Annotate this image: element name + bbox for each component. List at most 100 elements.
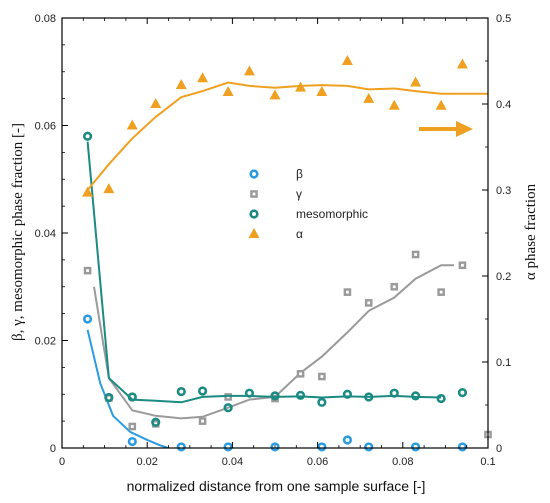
y-left-tick-label: 0 <box>50 443 56 455</box>
data-point-11 <box>342 389 353 399</box>
square-marker-center <box>439 290 443 294</box>
series-3-fit-line <box>86 141 442 404</box>
square-marker-center <box>107 396 111 400</box>
data-point-3 <box>223 442 233 452</box>
data-point-7 <box>296 370 305 378</box>
data-point-14 <box>458 261 467 270</box>
plot-frame <box>61 17 489 449</box>
data-point-2 <box>128 422 137 431</box>
x-tick-label: 0 <box>59 456 65 468</box>
data-point-2 <box>127 392 137 402</box>
square-marker-center <box>320 375 324 378</box>
series-4 <box>82 55 488 197</box>
data-point-6 <box>342 435 353 445</box>
data-point-6 <box>222 85 234 96</box>
data-point-4 <box>176 386 186 397</box>
data-point-3 <box>150 98 162 108</box>
data-point-5 <box>224 393 232 401</box>
data-point-11 <box>341 55 353 65</box>
square-marker-center <box>86 269 89 273</box>
y-left-tick-label: 0.08 <box>35 13 56 25</box>
data-point-9 <box>295 390 306 400</box>
data-point-12 <box>411 250 420 259</box>
data-point-13 <box>388 99 400 110</box>
data-point-13 <box>389 388 399 398</box>
square-marker-center <box>252 192 256 196</box>
data-point-0 <box>82 314 93 324</box>
legend-label: α <box>296 227 303 241</box>
square-marker-center <box>201 419 204 423</box>
x-tick-label: 0.08 <box>392 456 413 468</box>
data-point-legend <box>250 190 258 198</box>
data-point-1 <box>105 394 113 402</box>
plot-layer <box>82 55 492 452</box>
x-tick-label: 0.02 <box>136 456 157 468</box>
series-2 <box>83 250 492 439</box>
series-4-fit-line <box>86 81 488 191</box>
legend: βγ mesomorphic α <box>248 167 368 241</box>
y-left-tick-label: 0.02 <box>35 336 56 348</box>
data-point-9 <box>295 81 307 92</box>
data-point-13 <box>437 288 445 296</box>
data-point-6 <box>223 403 233 413</box>
y-left-tick-label: 0.04 <box>35 228 56 240</box>
data-point-1 <box>103 183 115 194</box>
data-point-4 <box>198 417 207 425</box>
x-tick-label: 0.1 <box>480 456 495 468</box>
data-point-3 <box>151 420 160 428</box>
data-point-10 <box>316 85 328 96</box>
legend-item-1: β <box>249 167 303 181</box>
y-right-tick-label: 0.3 <box>496 185 511 197</box>
data-point-legend <box>249 209 259 219</box>
data-point-0 <box>82 186 94 197</box>
data-point-legend <box>249 169 259 179</box>
data-point-1 <box>127 436 137 447</box>
square-marker-center <box>299 372 302 376</box>
square-marker-center <box>130 425 134 428</box>
data-point-8 <box>270 391 280 401</box>
data-point-15 <box>436 393 446 404</box>
legend-item-2: γ <box>250 187 302 201</box>
axes-layer: 0 0.02 0.04 0.06 0.08 0.100.020.040.060.0800.… <box>35 13 512 468</box>
square-marker-center <box>154 422 158 426</box>
data-point-11 <box>390 282 399 291</box>
y-right-tick-label: 0 <box>496 443 502 455</box>
y-right-tick-label: 0.1 <box>496 357 511 369</box>
x-tick-label: 0.04 <box>222 456 243 468</box>
data-point-8 <box>410 442 421 452</box>
legend-item-3: mesomorphic <box>249 207 368 221</box>
y-axis-right-label: α phase fraction <box>523 183 539 280</box>
data-point-7 <box>243 65 255 76</box>
data-point-16 <box>456 58 468 69</box>
series-1-fit-line <box>86 329 169 448</box>
y-axis-left-label: β, γ, mesomorphic phase fraction [-] <box>10 123 26 341</box>
series-1 <box>82 314 468 452</box>
data-point-12 <box>364 392 374 402</box>
data-point-5 <box>197 386 208 396</box>
x-axis-label: normalized distance from one sample surf… <box>127 478 426 494</box>
y-right-tick-label: 0.2 <box>496 271 511 283</box>
data-point-0 <box>83 266 92 275</box>
data-point-9 <box>343 288 352 296</box>
data-point-2 <box>176 442 186 452</box>
data-point-7 <box>244 388 255 398</box>
legend-label: mesomorphic <box>296 207 368 221</box>
square-marker-center <box>461 263 464 267</box>
y-left-tick-label: 0.06 <box>35 121 56 133</box>
data-point-14 <box>410 391 421 401</box>
data-point-12 <box>363 92 375 103</box>
data-point-3 <box>151 417 161 427</box>
data-point-legend <box>248 228 260 238</box>
data-point-5 <box>197 72 209 83</box>
data-point-4 <box>175 79 187 90</box>
data-point-0 <box>82 131 93 141</box>
data-point-10 <box>317 397 327 407</box>
data-point-5 <box>317 442 327 452</box>
data-point-1 <box>104 392 114 403</box>
data-point-8 <box>318 372 326 381</box>
arrow-head <box>456 121 473 137</box>
legend-item-4: α <box>248 227 303 241</box>
y-right-tick-label: 0.4 <box>496 99 511 111</box>
square-marker-center <box>346 290 349 294</box>
